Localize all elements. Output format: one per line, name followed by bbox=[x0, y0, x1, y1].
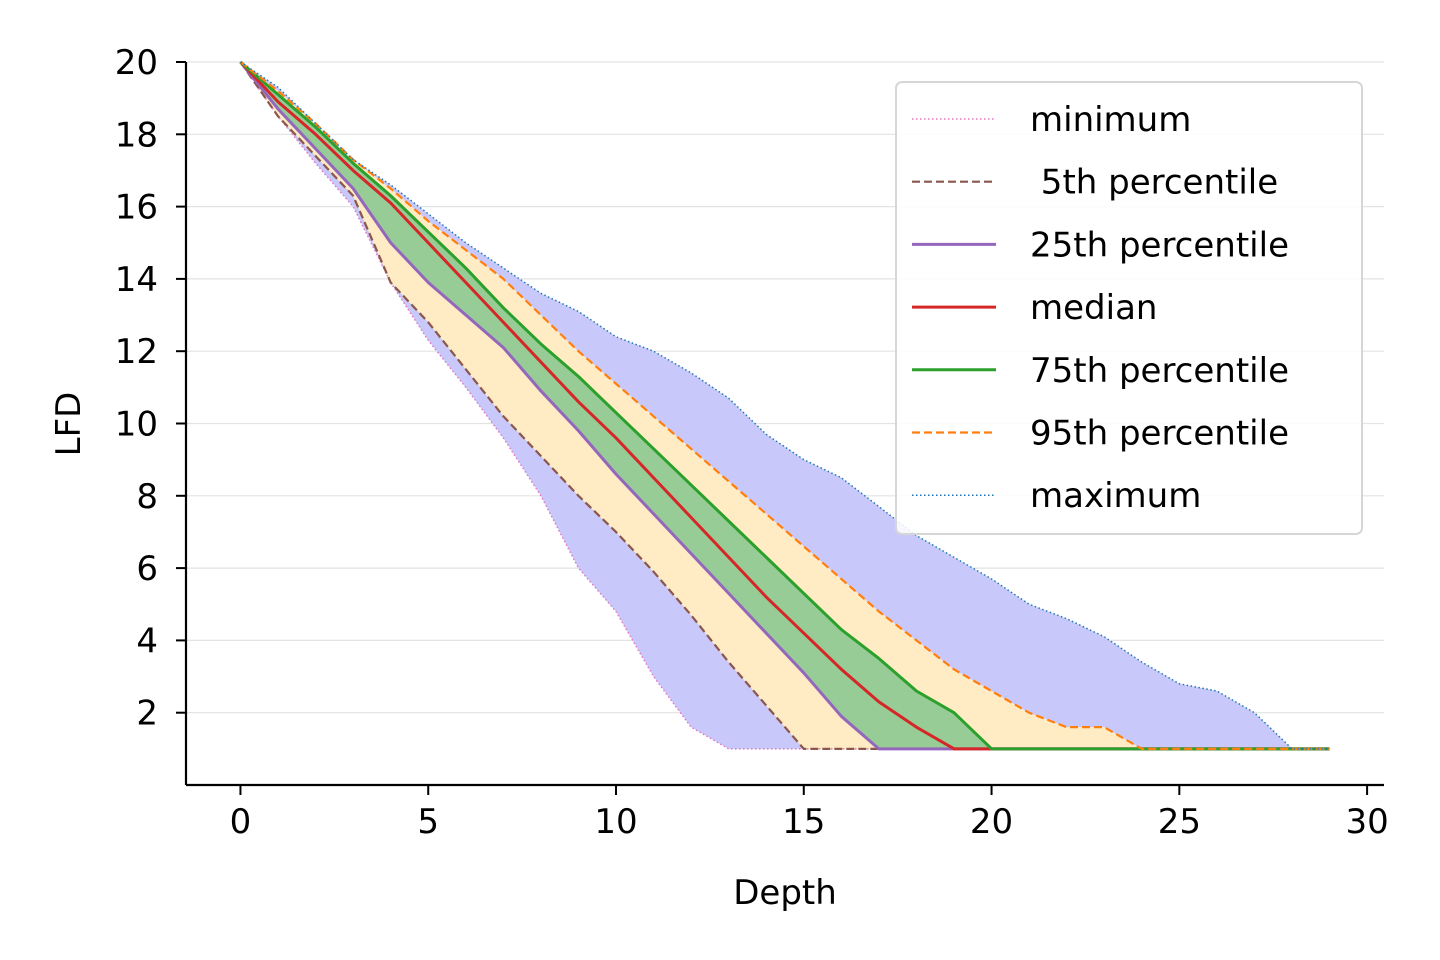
series-line-maximum bbox=[240, 61, 1330, 750]
y-tick-label-16: 16 bbox=[115, 188, 158, 228]
legend-label-95th-percentile: 95th percentile bbox=[1030, 414, 1289, 454]
x-axis-label: Depth bbox=[733, 873, 837, 913]
y-tick-label-10: 10 bbox=[115, 405, 158, 445]
bands bbox=[240, 62, 1330, 749]
x-tick-label-30: 30 bbox=[1345, 802, 1388, 842]
band-25th-percentile-to-75th-percentile bbox=[240, 62, 1330, 749]
x-tick-label-20: 20 bbox=[970, 802, 1013, 842]
y-tick-label-20: 20 bbox=[115, 43, 158, 83]
y-tick-label-2: 2 bbox=[136, 694, 158, 734]
legend-label-5th-percentile: 5th percentile bbox=[1030, 163, 1278, 203]
legend-label-median: median bbox=[1030, 288, 1157, 328]
y-tick-label-14: 14 bbox=[115, 260, 158, 300]
x-tick-label-25: 25 bbox=[1158, 802, 1201, 842]
x-tick-label-10: 10 bbox=[594, 802, 637, 842]
x-tick-label-5: 5 bbox=[417, 802, 439, 842]
y-tick-label-4: 4 bbox=[136, 621, 158, 661]
series-line-75th-percentile bbox=[239, 60, 1330, 751]
legend-label-minimum: minimum bbox=[1030, 100, 1191, 140]
y-axis-label: LFD bbox=[49, 392, 89, 457]
y-tick-label-12: 12 bbox=[115, 332, 158, 372]
legend-label-25th-percentile: 25th percentile bbox=[1030, 225, 1289, 265]
y-tick-label-6: 6 bbox=[136, 549, 158, 589]
legend-box bbox=[895, 81, 1363, 535]
grid-lines bbox=[186, 61, 1384, 714]
x-tick-label-0: 0 bbox=[230, 802, 252, 842]
legend-label-maximum: maximum bbox=[1030, 476, 1201, 516]
legend: minimum 5th percentile 25th percentile med… bbox=[895, 81, 1363, 535]
legend-label-75th-percentile: 75th percentile bbox=[1030, 351, 1289, 391]
x-tick-label-15: 15 bbox=[782, 802, 825, 842]
y-tick-label-18: 18 bbox=[115, 115, 158, 155]
y-tick-label-8: 8 bbox=[136, 477, 158, 517]
ticks: 0 5 10 15 20 25 30 2 4 6 8 10 12 14 16 18 20 bbox=[115, 43, 1389, 842]
series-lines bbox=[239, 60, 1330, 751]
